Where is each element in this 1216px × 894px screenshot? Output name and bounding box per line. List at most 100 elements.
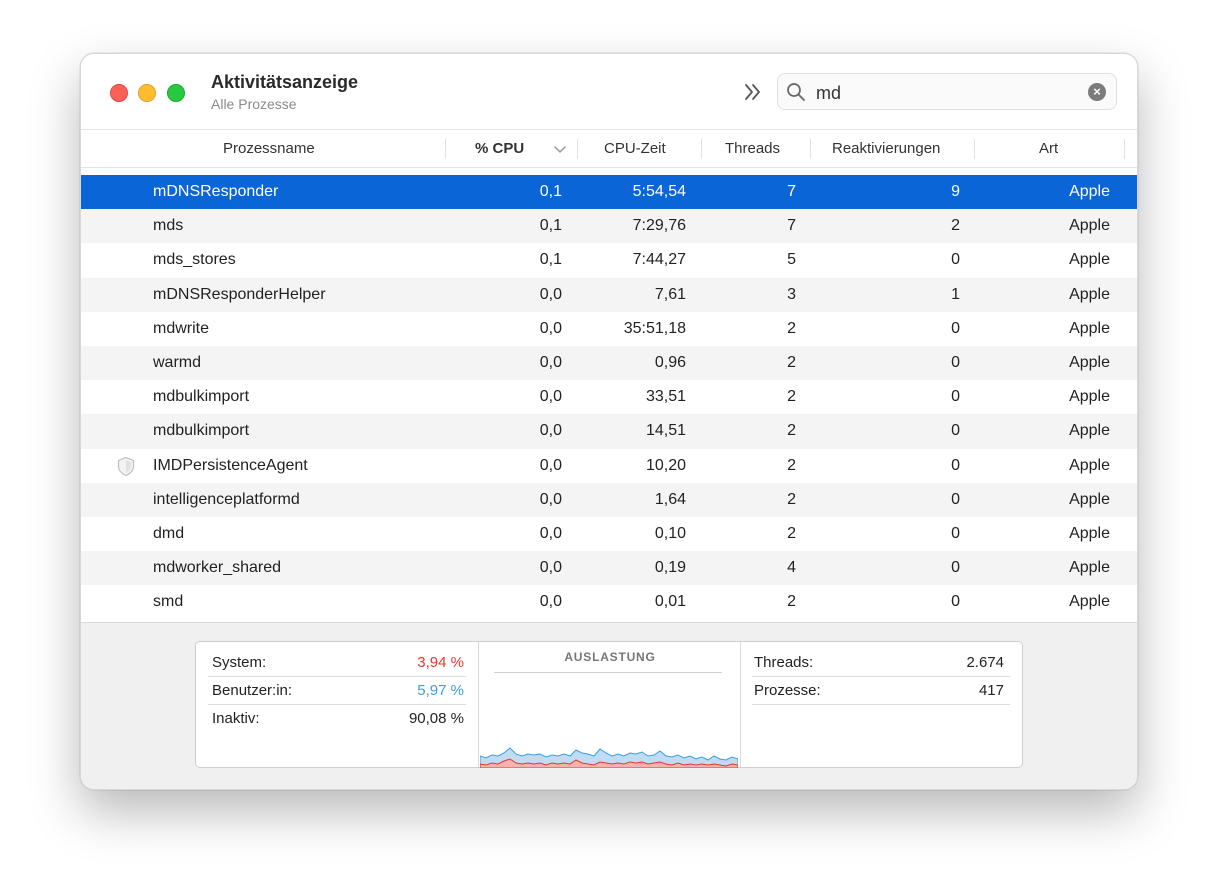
divider bbox=[740, 642, 741, 767]
stat-system-value: 3,94 % bbox=[417, 654, 464, 671]
stat-user: Benutzer:in: 5,97 % bbox=[212, 677, 464, 705]
column-divider[interactable] bbox=[445, 139, 446, 159]
process-kind: Apple bbox=[1069, 183, 1110, 200]
column-divider[interactable] bbox=[810, 139, 811, 159]
column-divider[interactable] bbox=[974, 139, 975, 159]
process-threads: 7 bbox=[787, 217, 796, 235]
process-threads: 2 bbox=[787, 422, 796, 440]
window-subtitle: Alle Prozesse bbox=[211, 96, 297, 112]
process-kind: Apple bbox=[1069, 319, 1110, 337]
process-cpu-time: 7:29,76 bbox=[632, 217, 686, 235]
table-row[interactable]: mdbulkimport 0,0 33,51 2 0 Apple bbox=[81, 380, 1137, 414]
process-cpu-time: 5:54,54 bbox=[632, 183, 686, 200]
process-threads: 2 bbox=[787, 456, 796, 474]
table-row[interactable]: mdworker_shared 0,0 0,19 4 0 Apple bbox=[81, 551, 1137, 586]
process-wakeups: 0 bbox=[951, 524, 960, 542]
process-kind: Apple bbox=[1069, 388, 1110, 406]
minimize-button[interactable] bbox=[138, 84, 156, 102]
process-wakeups: 0 bbox=[951, 456, 960, 474]
process-cpu: 0,0 bbox=[539, 559, 562, 577]
process-kind: Apple bbox=[1069, 422, 1110, 440]
close-button[interactable] bbox=[110, 84, 128, 102]
table-row[interactable]: dmd 0,0 0,10 2 0 Apple bbox=[81, 517, 1137, 551]
divider bbox=[752, 704, 1010, 705]
process-threads: 4 bbox=[787, 559, 796, 577]
process-threads: 2 bbox=[787, 388, 796, 406]
table-row[interactable]: mDNSResponder 0,1 5:54,54 7 9 Apple bbox=[81, 175, 1137, 210]
search-field[interactable]: md × bbox=[777, 73, 1117, 110]
process-threads: 7 bbox=[787, 183, 796, 200]
column-header-cpu[interactable]: % CPU bbox=[475, 140, 525, 157]
process-wakeups: 2 bbox=[951, 217, 960, 235]
column-header-kind[interactable]: Art bbox=[1039, 140, 1059, 157]
process-name: smd bbox=[153, 593, 184, 611]
process-threads: 2 bbox=[787, 319, 796, 337]
stat-user-value: 5,97 % bbox=[417, 682, 464, 699]
process-kind: Apple bbox=[1069, 353, 1110, 371]
table-row[interactable]: mDNSResponderHelper 0,0 7,61 3 1 Apple bbox=[81, 277, 1137, 312]
search-input[interactable]: md bbox=[816, 83, 842, 103]
process-name: dmd bbox=[153, 524, 185, 542]
process-threads: 2 bbox=[787, 490, 796, 508]
stat-processes: Prozesse: 417 bbox=[754, 677, 1004, 705]
column-divider[interactable] bbox=[1124, 139, 1125, 159]
process-name: mdworker_shared bbox=[153, 559, 282, 577]
column-header-threads[interactable]: Threads bbox=[725, 140, 781, 157]
clear-search-icon[interactable]: × bbox=[1088, 83, 1106, 101]
process-name: mDNSResponderHelper bbox=[153, 285, 326, 303]
table-row[interactable]: IMDPersistenceAgent 0,0 10,20 2 0 Apple bbox=[81, 449, 1137, 483]
process-name: mds bbox=[153, 217, 184, 235]
table-row[interactable]: warmd 0,0 0,96 2 0 Apple bbox=[81, 345, 1137, 381]
column-header-process-name[interactable]: Prozessname bbox=[223, 140, 315, 157]
process-threads: 5 bbox=[787, 251, 796, 269]
process-cpu-time: 35:51,18 bbox=[623, 319, 686, 337]
stat-processes-label: Prozesse: bbox=[754, 682, 821, 699]
process-threads: 2 bbox=[787, 524, 796, 542]
process-name: mds_stores bbox=[153, 251, 236, 269]
sort-descending-icon bbox=[554, 146, 566, 154]
process-kind: Apple bbox=[1069, 593, 1110, 611]
process-cpu: 0,0 bbox=[539, 490, 562, 508]
stat-idle: Inaktiv: 90,08 % bbox=[212, 705, 464, 733]
process-kind: Apple bbox=[1069, 524, 1110, 542]
process-threads: 2 bbox=[787, 353, 796, 371]
process-cpu: 0,0 bbox=[539, 319, 562, 337]
toolbar-overflow-chevron-icon[interactable] bbox=[741, 80, 765, 104]
process-name: intelligenceplatformd bbox=[153, 490, 300, 508]
process-kind: Apple bbox=[1069, 559, 1110, 577]
stat-threads-value: 2.674 bbox=[966, 654, 1004, 671]
process-cpu: 0,1 bbox=[539, 217, 562, 235]
table-row[interactable]: mds 0,1 7:29,76 7 2 Apple bbox=[81, 209, 1137, 244]
process-cpu: 0,1 bbox=[539, 183, 562, 200]
table-row[interactable]: mds_stores 0,1 7:44,27 5 0 Apple bbox=[81, 243, 1137, 277]
toolbar: Aktivitätsanzeige Alle Prozesse md × bbox=[81, 54, 1137, 129]
cpu-load-graph bbox=[480, 747, 738, 768]
divider bbox=[478, 642, 479, 767]
process-cpu: 0,0 bbox=[539, 353, 562, 371]
table-row[interactable]: mdbulkimport 0,0 14,51 2 0 Apple bbox=[81, 414, 1137, 449]
process-name: mdwrite bbox=[153, 319, 210, 337]
column-divider[interactable] bbox=[701, 139, 702, 159]
zoom-button[interactable] bbox=[167, 84, 185, 102]
column-header-wakeups[interactable]: Reaktivierungen bbox=[832, 140, 941, 157]
shield-icon bbox=[117, 456, 135, 476]
table-row[interactable]: intelligenceplatformd 0,0 1,64 2 0 Apple bbox=[81, 482, 1137, 517]
column-header-cpu-time[interactable]: CPU-Zeit bbox=[604, 140, 666, 157]
process-table: mDNSResponder 0,1 5:54,54 7 9 Apple mds … bbox=[81, 175, 1137, 619]
process-cpu: 0,1 bbox=[539, 251, 562, 269]
process-wakeups: 0 bbox=[951, 388, 960, 406]
process-cpu-time: 14,51 bbox=[645, 422, 686, 440]
process-cpu: 0,0 bbox=[539, 388, 562, 406]
cpu-load-title: AUSLASTUNG bbox=[564, 650, 656, 664]
divider bbox=[752, 676, 1010, 677]
divider bbox=[208, 704, 466, 705]
column-divider[interactable] bbox=[577, 139, 578, 159]
graph-user-area bbox=[480, 747, 738, 768]
table-row[interactable]: smd 0,0 0,01 2 0 Apple bbox=[81, 585, 1137, 619]
table-row[interactable]: mdwrite 0,0 35:51,18 2 0 Apple bbox=[81, 312, 1137, 346]
process-threads: 3 bbox=[787, 285, 796, 303]
process-cpu-time: 1,64 bbox=[654, 490, 686, 508]
process-wakeups: 0 bbox=[951, 353, 960, 371]
stat-processes-value: 417 bbox=[978, 682, 1004, 699]
process-cpu-time: 0,19 bbox=[654, 559, 686, 577]
